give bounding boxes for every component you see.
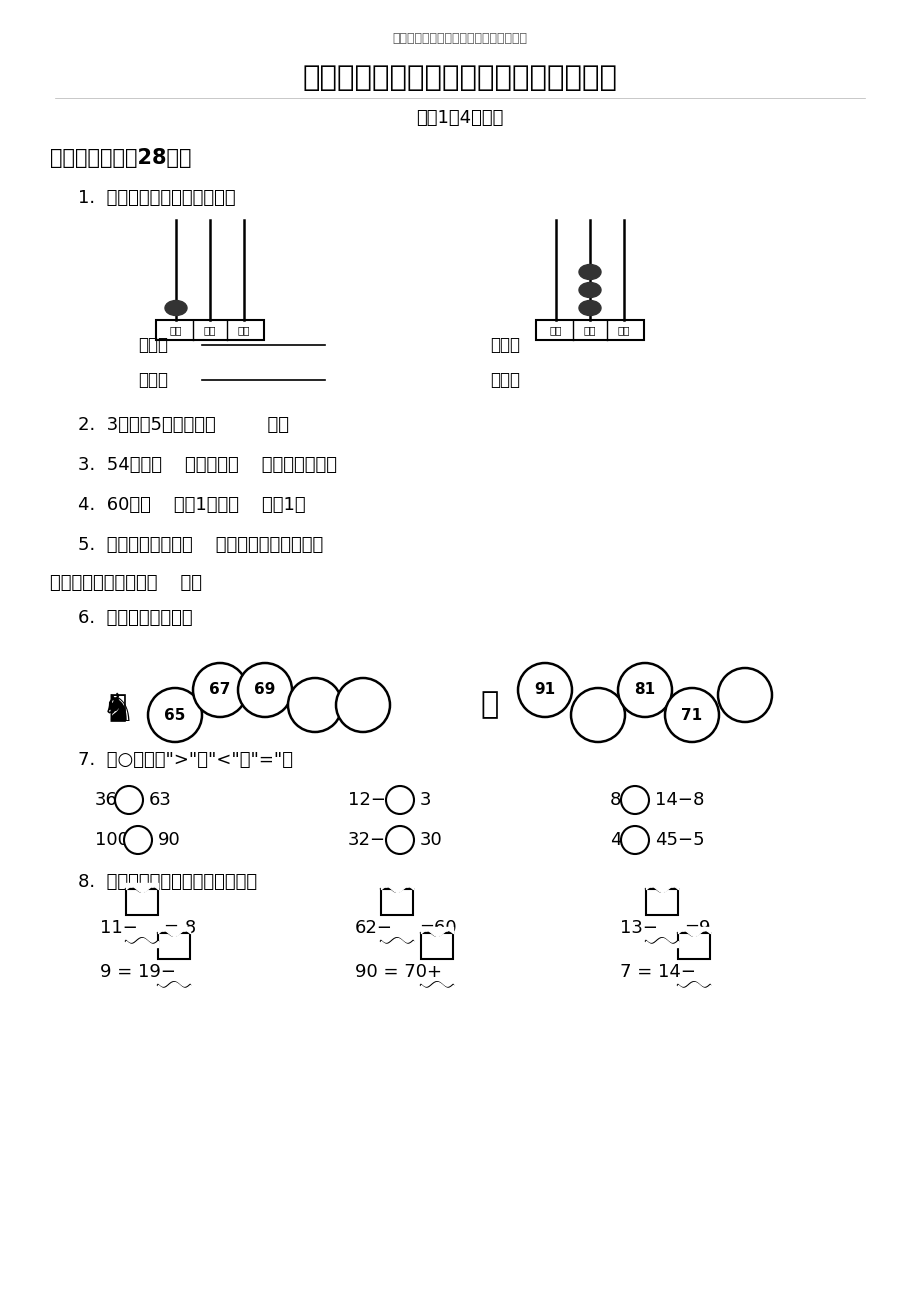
Text: 62−: 62− [355, 919, 392, 937]
Circle shape [620, 786, 648, 814]
Text: 63: 63 [149, 790, 172, 809]
Bar [380, 889, 413, 915]
Text: 45−5: 45−5 [654, 831, 704, 849]
Text: 写作：: 写作： [490, 335, 519, 354]
Text: 65: 65 [165, 707, 186, 723]
Bar [536, 320, 643, 341]
Circle shape [664, 688, 719, 742]
Text: =9: =9 [683, 919, 709, 937]
Text: 4.  60比（    ）少1，比（    ）多1。: 4. 60比（ ）少1，比（ ）多1。 [78, 497, 305, 514]
Circle shape [288, 679, 342, 732]
Text: 十位: 十位 [584, 325, 596, 335]
Ellipse shape [578, 264, 600, 280]
Circle shape [115, 786, 142, 814]
Text: 写作：: 写作： [138, 335, 168, 354]
Text: 5.  最大的一位数是（    ），最大的两位数是（: 5. 最大的一位数是（ ），最大的两位数是（ [78, 536, 323, 554]
Text: （第1～4单元）: （第1～4单元） [416, 109, 503, 127]
Text: ♞: ♞ [100, 692, 135, 729]
Text: 13−: 13− [619, 919, 657, 937]
Text: 十位: 十位 [203, 325, 216, 335]
Bar [158, 933, 190, 959]
Circle shape [386, 786, 414, 814]
Text: 个位: 个位 [617, 325, 630, 335]
Circle shape [193, 663, 246, 718]
Circle shape [717, 668, 771, 722]
Text: 3: 3 [420, 790, 431, 809]
Bar [645, 889, 677, 915]
Circle shape [386, 826, 414, 854]
Text: = 8: = 8 [164, 919, 196, 937]
Circle shape [620, 826, 648, 854]
Circle shape [335, 679, 390, 732]
Text: 81: 81 [634, 682, 655, 698]
Circle shape [148, 688, 202, 742]
Text: 69: 69 [254, 682, 276, 698]
Text: 读作：: 读作： [490, 370, 519, 389]
Text: 百位: 百位 [170, 325, 182, 335]
Text: 7.  在○里填上">"、"<"或"="。: 7. 在○里填上">"、"<"或"="。 [78, 751, 292, 770]
Text: 3.  54是由（    ）个十和（    ）个一组成的。: 3. 54是由（ ）个十和（ ）个一组成的。 [78, 456, 336, 474]
Text: 32−2: 32−2 [347, 831, 397, 849]
Text: 8.  纸片上代表什么数？请写出来。: 8. 纸片上代表什么数？请写出来。 [78, 874, 256, 890]
Ellipse shape [578, 300, 600, 316]
Text: 🐓: 🐓 [108, 693, 127, 723]
Bar [421, 933, 452, 959]
Circle shape [124, 826, 152, 854]
Text: 6.  找规律，填一填。: 6. 找规律，填一填。 [78, 608, 192, 627]
Text: 71: 71 [681, 707, 702, 723]
Text: 14−8: 14−8 [654, 790, 704, 809]
Circle shape [618, 663, 671, 718]
Circle shape [517, 663, 572, 718]
Ellipse shape [165, 300, 187, 316]
Bar [677, 933, 709, 959]
Text: 90 = 70+: 90 = 70+ [355, 963, 441, 982]
Text: 90: 90 [158, 831, 180, 849]
Text: 人教版小学数学一年级下册期中检测试卷: 人教版小学数学一年级下册期中检测试卷 [302, 64, 617, 92]
Text: 1.  读、写下面计算器上是数。: 1. 读、写下面计算器上是数。 [78, 188, 235, 207]
Text: 4: 4 [609, 831, 621, 849]
Text: 30: 30 [420, 831, 442, 849]
Bar [126, 889, 158, 915]
Circle shape [238, 663, 291, 718]
Text: 100: 100 [95, 831, 129, 849]
Circle shape [571, 688, 624, 742]
Text: 12−9: 12−9 [347, 790, 397, 809]
Text: ），最小的三位数是（    ）。: ），最小的三位数是（ ）。 [50, 575, 202, 592]
Text: 11−: 11− [100, 919, 138, 937]
Text: 🏇: 🏇 [481, 690, 499, 719]
Text: 67: 67 [210, 682, 231, 698]
Text: 读作：: 读作： [138, 370, 168, 389]
Text: 个位: 个位 [237, 325, 250, 335]
Text: =60: =60 [418, 919, 456, 937]
Text: 91: 91 [534, 682, 555, 698]
Text: 新人教版小学数学一年级下册半期考试题: 新人教版小学数学一年级下册半期考试题 [392, 31, 527, 44]
Text: 百位: 百位 [550, 325, 562, 335]
Text: 9 = 19−: 9 = 19− [100, 963, 176, 982]
Text: 36: 36 [95, 790, 118, 809]
Text: 7 = 14−: 7 = 14− [619, 963, 696, 982]
Text: 8: 8 [609, 790, 620, 809]
Bar [156, 320, 264, 341]
Ellipse shape [578, 282, 600, 298]
Text: 2.  3个十和5个一组成（         ）。: 2. 3个十和5个一组成（ ）。 [78, 416, 289, 434]
Text: 一、填一填。（28分）: 一、填一填。（28分） [50, 148, 191, 168]
